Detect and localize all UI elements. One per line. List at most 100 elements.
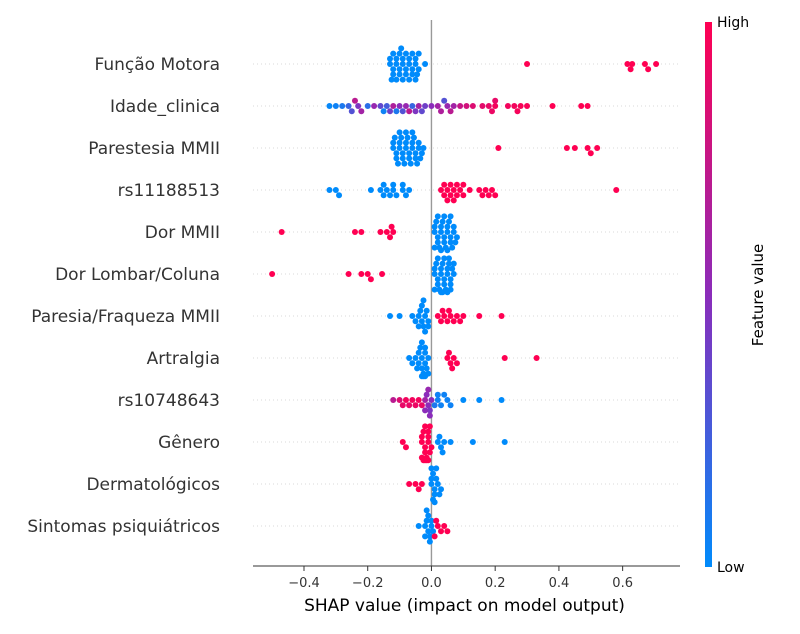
feature-label: Paresia/Fraqueza MMII [31,307,220,327]
shap-point [445,349,452,356]
shap-point [450,223,457,230]
shap-point [438,486,445,493]
shap-point [428,475,435,482]
shap-point [336,192,343,199]
shap-point [377,103,384,109]
shap-point [422,444,429,451]
shap-point [476,187,483,193]
shap-point [453,234,460,241]
shap-point [414,365,421,372]
shap-point [422,61,429,67]
shap-point [399,76,406,83]
shap-point [439,218,446,225]
shap-point [383,187,390,193]
shap-point [396,129,403,136]
colorbar-gradient [705,22,712,567]
shap-point [441,523,448,529]
shap-point [418,339,425,346]
shap-point [412,318,419,325]
shap-point [447,108,454,115]
shap-point [406,61,413,67]
shap-point [445,218,452,225]
shap-point [447,276,454,283]
shap-point [434,397,441,403]
shap-point [444,103,451,109]
shap-point [444,197,451,204]
shap-point [431,223,438,230]
shap-point [501,355,508,361]
shap-point [415,486,422,493]
colorbar-low-label: Low [717,560,745,576]
shap-point [434,481,441,487]
shap-point [613,187,620,193]
shap-point [418,108,425,115]
shap-point [402,103,409,109]
shap-point [399,55,406,62]
shap-point [431,265,438,272]
shap-point [434,276,441,283]
shap-point [412,481,419,487]
shap-point [412,402,419,409]
shap-point [653,61,660,67]
shap-point [418,355,425,361]
shap-point [355,103,362,109]
shap-point [387,234,394,241]
shap-point [351,229,358,235]
shap-point [396,71,403,78]
shap-point [402,129,409,136]
shap-point [438,265,445,272]
shap-point [425,439,432,445]
shap-point [399,439,406,445]
shap-point [406,76,413,83]
shap-point [434,439,441,445]
shap-point [415,397,422,403]
shap-point [449,244,456,251]
shap-point [415,523,422,529]
shap-point [434,103,441,109]
shap-point [412,155,419,162]
shap-point [431,533,438,540]
feature-label: Parestesia MMII [88,139,220,159]
shap-point [434,255,441,262]
shap-point [417,344,424,351]
shap-point [402,192,409,199]
shap-point [345,271,352,277]
shap-point [406,402,413,409]
shap-point [383,229,390,235]
shap-point [358,271,365,277]
shap-point [450,271,457,277]
shap-point [431,491,438,498]
shap-point [434,213,441,220]
shap-point [463,103,470,109]
shap-point [399,402,406,409]
shap-point [434,239,441,246]
x-tick-label: 0.4 [549,576,570,591]
shap-point [482,187,489,193]
shap-point [426,449,433,456]
shap-point [492,192,499,199]
shap-point [449,365,456,372]
shap-point [399,155,406,162]
shap-point [418,439,425,445]
shap-point [452,239,459,246]
shap-point [379,271,386,277]
feature-label: Idade_clinica [110,97,220,117]
shap-point [332,187,339,193]
shap-point [390,397,397,403]
shap-point [380,108,387,115]
shap-point [430,470,437,477]
shap-point [332,103,339,109]
shap-point [418,302,425,309]
shap-point [380,192,387,199]
shap-point [415,313,422,319]
shap-point [399,150,406,157]
shap-point [453,360,460,367]
shap-point [422,449,429,456]
shap-point [396,50,403,57]
shap-point [441,239,448,246]
shap-point [441,281,448,288]
shap-point [584,145,591,151]
shap-point [450,103,457,109]
x-axis: −0.4 −0.2 0.0 0.2 0.4 0.6 SHAP value (impact … [253,565,680,616]
